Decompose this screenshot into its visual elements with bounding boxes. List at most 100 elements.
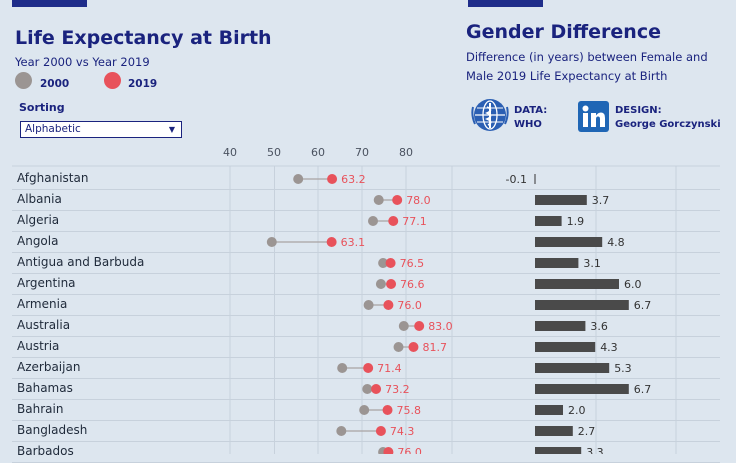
row-separator <box>12 399 720 400</box>
gender-bar-label: 6.7 <box>634 383 652 396</box>
country-label: Afghanistan <box>17 171 89 185</box>
left-header-bar <box>12 0 87 7</box>
value-label-2019: 76.0 <box>397 446 422 454</box>
right-subtitle-line2: Male 2019 Life Expectancy at Birth <box>466 69 668 83</box>
point-2000 <box>368 216 378 226</box>
country-label: Algeria <box>17 213 60 227</box>
point-2019 <box>375 426 386 436</box>
gender-bar-label: 4.3 <box>600 341 618 354</box>
value-label-2019: 63.2 <box>341 173 366 186</box>
sorting-dropdown[interactable]: Alphabetic ▼ <box>20 121 182 138</box>
country-label: Azerbaijan <box>17 360 81 374</box>
data-credit-label: DATA: <box>514 105 548 116</box>
row-separator <box>12 315 720 316</box>
row-separator <box>12 273 720 274</box>
legend-2000-label: 2000 <box>40 78 70 90</box>
point-2000 <box>336 426 347 436</box>
point-2019 <box>388 216 399 226</box>
gender-bar <box>535 384 629 394</box>
point-2000 <box>293 174 304 184</box>
gender-bar-label: 6.0 <box>624 278 642 291</box>
gender-bar-label: 4.8 <box>607 236 625 249</box>
gender-bar-label: 1.9 <box>567 215 585 228</box>
row-separator <box>12 378 720 379</box>
country-label: Bangladesh <box>17 423 88 437</box>
legend-2000-dot <box>15 72 32 89</box>
country-label: Antigua and Barbuda <box>17 255 145 269</box>
left-subtitle: Year 2000 vs Year 2019 <box>15 55 150 69</box>
point-2000 <box>266 237 277 247</box>
point-2019 <box>386 279 397 289</box>
gender-bar-label: 2.0 <box>568 404 586 417</box>
gender-bar <box>535 426 573 436</box>
value-label-2019: 76.0 <box>397 299 422 312</box>
gender-bar <box>535 216 562 226</box>
point-2019 <box>326 237 337 247</box>
gender-bar-label: 2.7 <box>578 425 596 438</box>
country-label: Albania <box>17 192 62 206</box>
row-separator <box>12 231 720 232</box>
gender-bar-label: 3.3 <box>586 446 604 454</box>
point-2019 <box>392 195 403 205</box>
sorting-label: Sorting <box>19 101 65 114</box>
who-logo-icon <box>470 97 510 133</box>
gender-bar <box>535 321 586 331</box>
row-separator <box>12 336 720 337</box>
country-label: Austria <box>17 339 60 353</box>
value-label-2019: 75.8 <box>397 404 422 417</box>
point-2019 <box>382 405 393 415</box>
row-separator <box>12 189 720 190</box>
gender-bar-label: -0.1 <box>506 173 527 186</box>
gender-bar <box>535 447 582 454</box>
country-label: Bahamas <box>17 381 73 395</box>
gender-bar <box>535 237 603 247</box>
row-separator <box>12 357 720 358</box>
value-label-2019: 77.1 <box>402 215 427 228</box>
point-2019 <box>408 342 419 352</box>
point-2019 <box>383 447 394 454</box>
point-2000 <box>373 195 384 205</box>
point-2000 <box>362 384 373 394</box>
row-separator <box>12 252 720 253</box>
x-tick-label: 80 <box>399 146 413 159</box>
gender-bar-label: 3.1 <box>583 257 601 270</box>
value-label-2019: 71.4 <box>377 362 402 375</box>
legend-2019-label: 2019 <box>128 78 158 90</box>
gender-bar <box>535 258 579 268</box>
value-label-2019: 74.3 <box>390 425 415 438</box>
country-label: Bahrain <box>17 402 64 416</box>
point-2000 <box>398 321 409 331</box>
country-label: Armenia <box>17 297 68 311</box>
row-separator <box>12 441 720 442</box>
x-tick-label: 60 <box>311 146 325 159</box>
gender-bar <box>535 195 587 205</box>
x-tick-label: 50 <box>267 146 281 159</box>
point-2000 <box>378 258 389 268</box>
row-separator <box>12 420 720 421</box>
design-credit-value: George Gorczynski <box>615 119 721 130</box>
point-2019 <box>414 321 425 331</box>
right-subtitle-line1: Difference (in years) between Female and <box>466 50 708 64</box>
point-2000 <box>375 279 386 289</box>
right-header-bar <box>468 0 543 7</box>
value-label-2019: 81.7 <box>422 341 447 354</box>
data-credit: DATA: WHO <box>514 104 547 132</box>
linkedin-icon[interactable] <box>578 101 609 132</box>
point-2019 <box>371 384 382 394</box>
point-2019 <box>383 300 394 310</box>
gender-bar <box>535 342 596 352</box>
value-label-2019: 73.2 <box>385 383 410 396</box>
country-label: Australia <box>17 318 71 332</box>
caret-down-icon: ▼ <box>168 125 175 134</box>
value-label-2019: 78.0 <box>406 194 431 207</box>
gender-bar <box>535 279 619 289</box>
design-credit-label: DESIGN: <box>615 105 662 116</box>
value-label-2019: 63.1 <box>341 236 366 249</box>
x-tick-label: 70 <box>355 146 369 159</box>
x-tick-label: 40 <box>223 146 237 159</box>
point-2000 <box>363 300 374 310</box>
point-2000 <box>337 363 348 373</box>
value-label-2019: 76.6 <box>400 278 425 291</box>
point-2019 <box>327 174 338 184</box>
